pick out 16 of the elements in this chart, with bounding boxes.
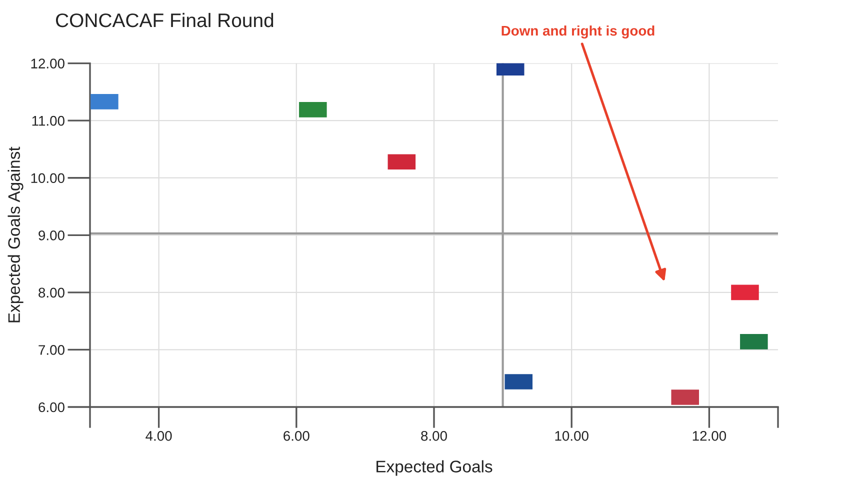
x-axis-title: Expected Goals	[376, 460, 492, 476]
y-tick-label: 11.00	[32, 116, 64, 126]
y-tick-label: 12.00	[31, 58, 64, 68]
y-tick-label: 6.00	[38, 402, 64, 412]
x-tick-label: 8.00	[421, 430, 447, 441]
y-axis-title: Expected Goals Against	[8, 146, 24, 322]
x-tick-label: 4.00	[146, 430, 172, 441]
x-tick-label: 6.00	[284, 430, 310, 441]
y-tick-label: 10.00	[31, 173, 64, 184]
y-tick-label: 9.00	[38, 230, 64, 240]
y-tick-label: 7.00	[38, 345, 64, 355]
x-tick-label: 12.00	[692, 430, 726, 441]
chart-title: CONCACAF Final Round	[56, 12, 274, 28]
x-tick-label: 10.00	[555, 430, 588, 441]
text: Down and right is good	[502, 25, 654, 39]
y-tick-label: 8.00	[38, 288, 64, 298]
